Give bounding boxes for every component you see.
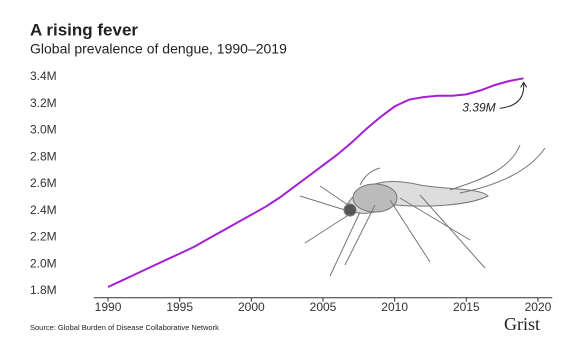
y-tick-label: 1.8M <box>30 283 57 297</box>
source: Source: Global Burden of Disease Collabo… <box>30 323 219 332</box>
y-tick-label: 2.6M <box>30 176 57 190</box>
chart-subtitle: Global prevalence of dengue, 1990–2019 <box>30 41 287 57</box>
y-tick-label: 2.0M <box>30 256 57 270</box>
brand-logo: Grist <box>504 314 540 334</box>
x-tick-label: 2000 <box>238 300 265 314</box>
annotation-arrow <box>499 83 525 109</box>
annotation-arrowhead <box>520 81 528 88</box>
x-tick-label: 2015 <box>453 300 480 314</box>
mosquito-illustration <box>299 144 546 277</box>
y-tick-label: 3.2M <box>30 96 57 110</box>
x-tick-label: 2020 <box>525 300 552 314</box>
y-tick-label: 2.8M <box>30 149 57 163</box>
x-tick-label: 2010 <box>381 300 408 314</box>
annotation-label: 3.39M <box>462 100 495 114</box>
chart-title: A rising fever <box>30 20 138 39</box>
y-tick-label: 3.0M <box>30 123 57 137</box>
data-line <box>107 77 524 288</box>
x-tick-label: 1995 <box>166 300 193 314</box>
x-tick-label: 1990 <box>95 300 122 314</box>
y-tick-label: 2.2M <box>30 230 57 244</box>
y-tick-label: 2.4M <box>30 203 57 217</box>
y-tick-label: 3.4M <box>30 69 57 83</box>
x-tick-label: 2005 <box>310 300 337 314</box>
